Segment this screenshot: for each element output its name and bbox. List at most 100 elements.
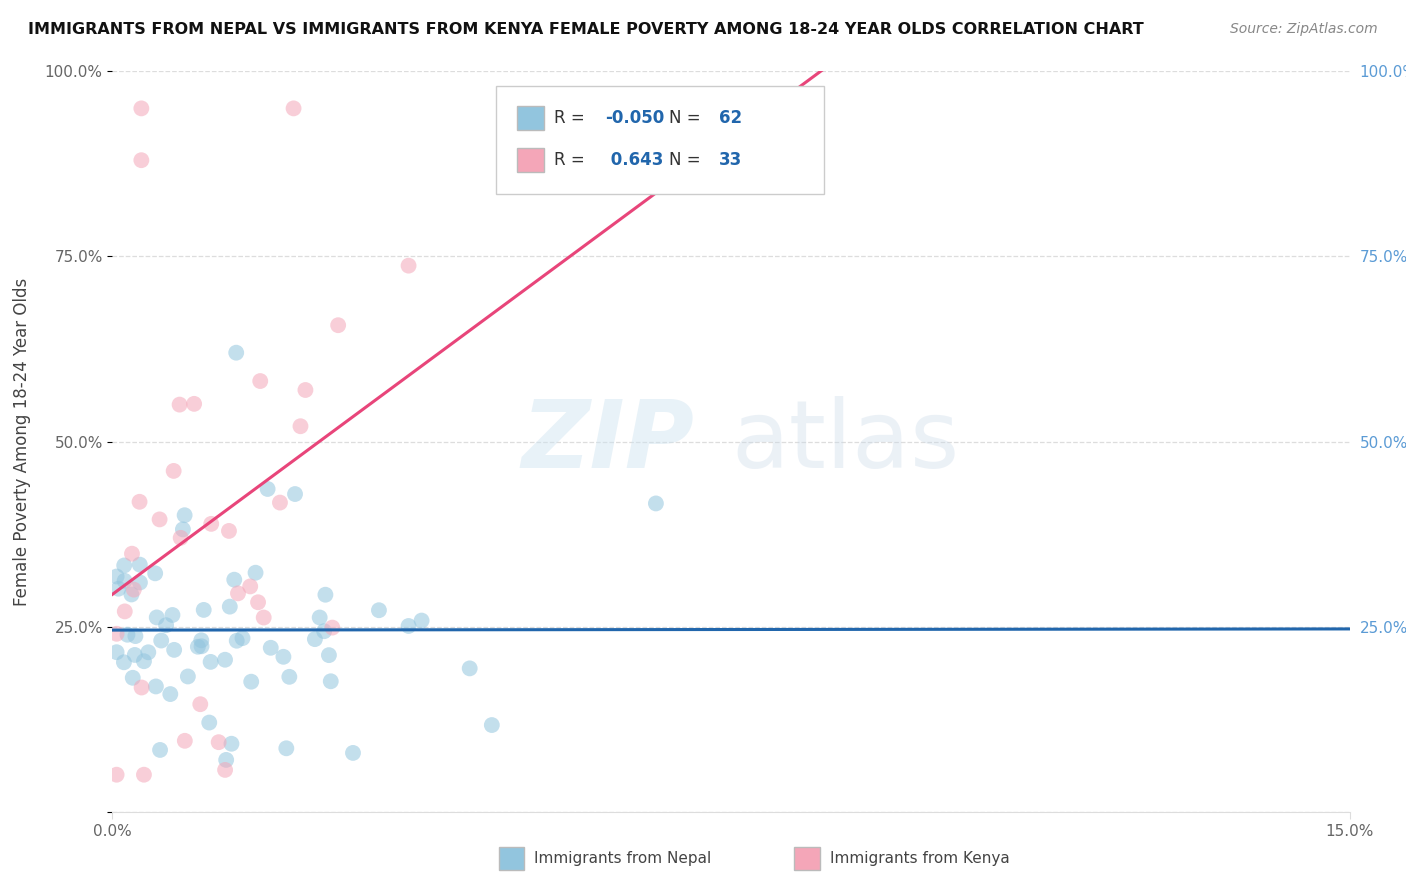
Point [321,621,343,635]
Point [187,640,209,654]
Text: 33: 33 [718,152,742,169]
Point [107,582,129,596]
Point [122,582,145,597]
Text: R =: R = [554,109,591,127]
Point [170,531,193,545]
Point [132,767,155,781]
Point [131,153,153,168]
Bar [517,106,544,130]
Point [214,653,236,667]
Point [193,603,215,617]
Point [150,633,173,648]
Text: IMMIGRANTS FROM NEPAL VS IMMIGRANTS FROM KENYA FEMALE POVERTY AMONG 18-24 YEAR O: IMMIGRANTS FROM NEPAL VS IMMIGRANTS FROM… [28,22,1144,37]
Y-axis label: Female Poverty Among 18-24 Year Olds: Female Poverty Among 18-24 Year Olds [13,277,31,606]
Point [253,610,276,624]
Point [481,718,503,732]
Point [458,661,481,675]
Bar [517,148,544,172]
Point [162,607,184,622]
Point [247,595,270,609]
Text: ZIP: ZIP [522,395,695,488]
Text: N =: N = [669,109,706,127]
Point [225,345,247,359]
Point [308,610,330,624]
Text: N =: N = [669,152,706,169]
Point [208,735,231,749]
Point [226,586,249,600]
Point [121,547,143,561]
Point [173,508,195,523]
Point [105,569,128,583]
Point [143,566,166,581]
Point [231,631,253,645]
Point [200,655,222,669]
Point [145,680,167,694]
Point [398,259,420,273]
Point [319,674,342,689]
Point [114,604,136,618]
Point [163,464,186,478]
Point [136,645,159,659]
Point [117,628,139,642]
Point [121,671,143,685]
Point [290,419,312,434]
Point [294,383,316,397]
Point [645,496,668,510]
Point [273,649,295,664]
Point [304,632,326,647]
Point [132,654,155,668]
Point [284,487,307,501]
Point [114,574,136,588]
Point [172,522,194,536]
Point [328,318,350,333]
Point [131,102,153,116]
Point [129,575,152,590]
Point [245,566,267,580]
Point [221,737,243,751]
Point [269,495,291,509]
Point [105,645,128,659]
Text: Immigrants from Kenya: Immigrants from Kenya [830,852,1010,866]
Point [198,715,221,730]
Point [155,618,177,632]
Point [318,648,340,662]
Point [215,753,238,767]
Point [128,558,150,572]
Point [120,587,142,601]
Point [256,482,278,496]
Text: 0.643: 0.643 [605,152,664,169]
Point [177,669,200,683]
Point [183,397,205,411]
Point [218,599,240,614]
FancyBboxPatch shape [496,87,824,194]
Point [145,610,167,624]
Point [163,643,186,657]
Point [173,733,195,747]
Point [124,629,146,643]
Point [368,603,391,617]
Point [276,741,298,756]
Point [260,640,283,655]
Text: Source: ZipAtlas.com: Source: ZipAtlas.com [1230,22,1378,37]
Point [214,763,236,777]
Point [188,697,211,711]
Point [190,640,212,654]
Point [169,398,191,412]
Point [398,619,420,633]
Point [128,495,150,509]
Text: 62: 62 [718,109,742,127]
Point [240,674,263,689]
Point [411,614,433,628]
Point [149,743,172,757]
Point [314,624,336,639]
Point [149,512,172,526]
Text: R =: R = [554,152,591,169]
Point [131,681,153,695]
Point [105,767,128,781]
Point [218,524,240,538]
Point [112,558,135,573]
Point [239,579,262,593]
Point [314,588,336,602]
Point [112,655,135,669]
Point [124,648,146,662]
